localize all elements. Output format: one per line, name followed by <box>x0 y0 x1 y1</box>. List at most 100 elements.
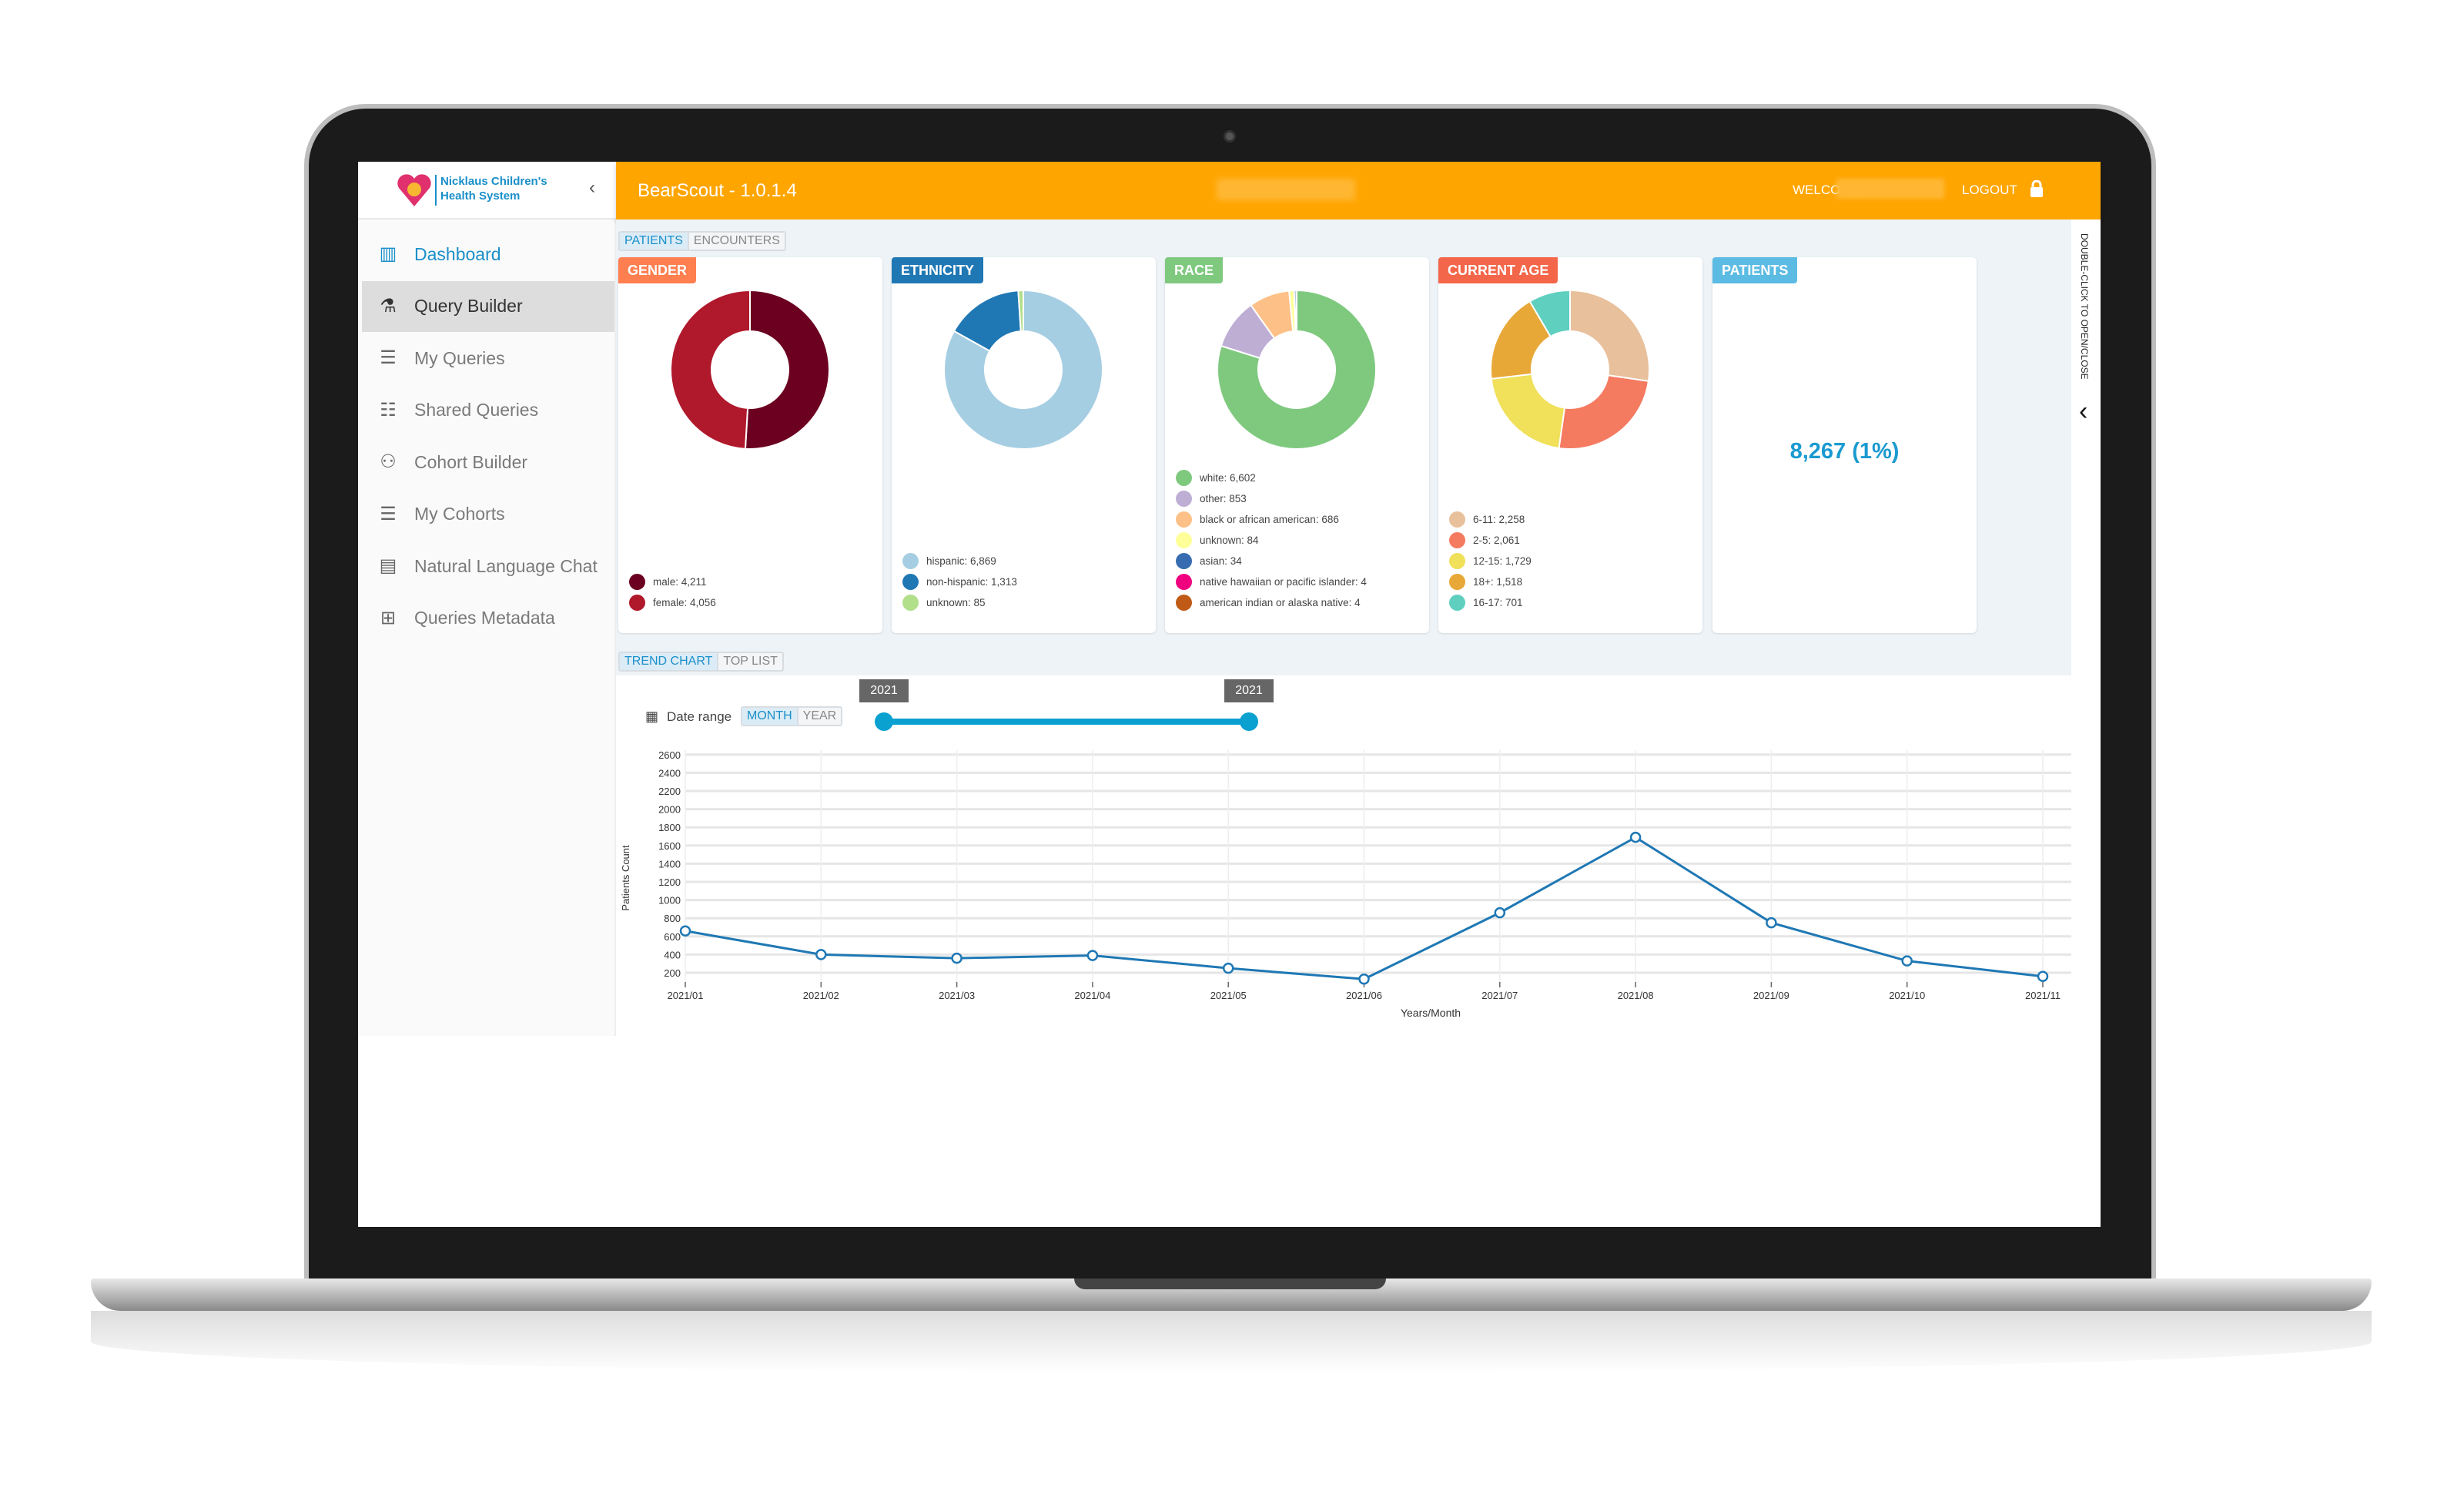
lock-icon[interactable] <box>2030 180 2044 197</box>
cohort-list-icon: ☰ <box>380 503 397 524</box>
y-axis-label: Patients Count <box>620 845 631 911</box>
donut-slice[interactable] <box>1217 289 1377 450</box>
donut-slice[interactable] <box>744 289 830 450</box>
legend-label: asian: 34 <box>1200 555 1242 567</box>
donut-chart <box>1217 289 1377 450</box>
legend-swatch <box>1449 511 1465 528</box>
tab-top-list[interactable]: TOP LIST <box>723 655 778 668</box>
y-tick-label: 200 <box>664 967 681 979</box>
donut-chart <box>670 289 830 450</box>
date-slider-track[interactable] <box>884 719 1249 725</box>
card-gender: GENDER male: 4,211 female: 4,056 <box>618 257 882 633</box>
sidebar-item-my-cohorts[interactable]: ☰ My Cohorts <box>362 489 614 540</box>
legend-item: 18+: 1,518 <box>1449 571 1532 592</box>
donut-slice[interactable] <box>1490 373 1566 450</box>
legend-item: american indian or alaska native: 4 <box>1176 592 1367 613</box>
hierarchy-icon: ⊞ <box>380 607 397 628</box>
donut-slice[interactable] <box>1490 300 1552 380</box>
laptop-notch <box>1074 1278 1386 1289</box>
blurred-username <box>1217 179 1355 200</box>
logo-area: Nicklaus Children's Health System ‹ <box>358 162 616 220</box>
patients-encounters-tabs: PATIENTS ENCOUNTERS <box>618 231 786 251</box>
patients-badge: PATIENTS <box>1712 257 1798 283</box>
blurred-user <box>1836 179 1944 199</box>
tab-patients[interactable]: PATIENTS <box>620 233 689 250</box>
donut-slice[interactable] <box>1017 289 1024 333</box>
calendar-icon: ▦ <box>645 709 659 724</box>
tab-encounters[interactable]: ENCOUNTERS <box>693 234 780 247</box>
logout-button[interactable]: LOGOUT <box>1962 183 2017 197</box>
x-tick-label: 2021/03 <box>939 990 975 1001</box>
sidebar-item-queries-metadata[interactable]: ⊞ Queries Metadata <box>362 593 614 644</box>
slider-start-handle[interactable] <box>875 712 893 731</box>
y-tick-label: 1600 <box>658 840 681 852</box>
legend-label: female: 4,056 <box>653 597 716 608</box>
legend-label: 18+: 1,518 <box>1473 576 1523 588</box>
legend-label: 6-11: 2,258 <box>1473 514 1525 525</box>
legend-item: 2-5: 2,061 <box>1449 530 1532 551</box>
sidebar-item-cohort-builder[interactable]: ⚇ Cohort Builder <box>362 437 614 488</box>
right-toggle-panel[interactable]: DOUBLE-CLICK TO OPEN/CLOSE ‹ <box>2071 220 2101 1227</box>
y-tick-label: 2000 <box>658 804 681 816</box>
donut-slice[interactable] <box>1558 374 1650 450</box>
donut-slice[interactable] <box>943 289 1103 450</box>
sidebar-item-shared-queries[interactable]: ☷ Shared Queries <box>362 385 614 436</box>
sidebar-item-label: My Queries <box>414 347 505 368</box>
data-point <box>1086 950 1099 961</box>
sidebar-item-label: Cohort Builder <box>414 451 528 472</box>
bar-chart-icon: ▥ <box>379 243 397 264</box>
sidebar-item-label: My Cohorts <box>414 504 505 524</box>
legend-item: asian: 34 <box>1176 551 1367 571</box>
legend-item: unknown: 85 <box>902 592 1017 613</box>
month-button[interactable]: MONTH <box>742 708 798 725</box>
legend-swatch <box>1449 532 1465 548</box>
data-point <box>2037 970 2049 982</box>
legend-item: native hawaiian or pacific islander: 4 <box>1176 571 1367 592</box>
app-header: BearScout - 1.0.1.4 WELCOME LOGOUT <box>616 162 2101 220</box>
donut-slice[interactable] <box>1528 289 1571 338</box>
x-axis-label: Years/Month <box>1401 1007 1461 1019</box>
tab-trend-chart[interactable]: TREND CHART <box>620 653 719 670</box>
card-badge: CURRENT AGE <box>1438 257 1558 283</box>
donut-slice[interactable] <box>1569 289 1650 383</box>
collapse-sidebar-chevron-icon[interactable]: ‹ <box>589 177 595 198</box>
data-point <box>1358 974 1370 985</box>
legend-label: black or african american: 686 <box>1200 514 1339 525</box>
sidebar-item-natural-language-chat[interactable]: ▤ Natural Language Chat <box>362 541 614 591</box>
legend-label: 12-15: 1,729 <box>1473 555 1532 567</box>
legend-swatch <box>1176 511 1192 528</box>
legend-swatch <box>902 595 919 611</box>
sidebar-item-label: Query Builder <box>414 296 523 316</box>
sidebar-item-my-queries[interactable]: ☰ My Queries <box>362 333 614 384</box>
legend-item: black or african american: 686 <box>1176 509 1367 530</box>
donut-slice[interactable] <box>670 289 751 450</box>
year-button[interactable]: YEAR <box>802 709 837 722</box>
open-panel-chevron-icon[interactable]: ‹ <box>2079 397 2088 426</box>
legend-item: 6-11: 2,258 <box>1449 509 1532 530</box>
y-tick-label: 2200 <box>658 786 681 797</box>
y-tick-label: 400 <box>664 949 681 960</box>
x-tick-label: 2021/06 <box>1346 990 1382 1001</box>
y-tick-label: 1200 <box>658 876 681 888</box>
trend-tabs: TREND CHART TOP LIST <box>618 652 784 672</box>
data-point <box>1494 907 1506 919</box>
x-tick-label: 2021/02 <box>803 990 839 1001</box>
legend-label: male: 4,211 <box>653 576 707 588</box>
data-point <box>1766 917 1777 929</box>
query-list-icon: ☰ <box>380 347 397 368</box>
x-tick-label: 2021/10 <box>1889 990 1925 1001</box>
y-tick-label: 1000 <box>658 895 681 907</box>
slider-end-handle[interactable] <box>1240 712 1258 731</box>
legend-label: american indian or alaska native: 4 <box>1200 597 1361 608</box>
x-tick-label: 2021/05 <box>1210 990 1247 1001</box>
data-point <box>1222 962 1234 974</box>
legend-swatch <box>1176 470 1192 486</box>
sidebar-item-query-builder[interactable]: ⚗ Query Builder <box>362 280 614 332</box>
donut-chart <box>1490 289 1650 450</box>
sidebar-item-dashboard[interactable]: ▥ Dashboard <box>362 229 614 280</box>
data-point <box>1901 955 1913 967</box>
group-icon: ⚇ <box>380 451 397 472</box>
sidebar-item-label: Dashboard <box>414 243 501 264</box>
trend-band <box>616 635 2071 675</box>
x-tick-label: 2021/08 <box>1618 990 1654 1001</box>
